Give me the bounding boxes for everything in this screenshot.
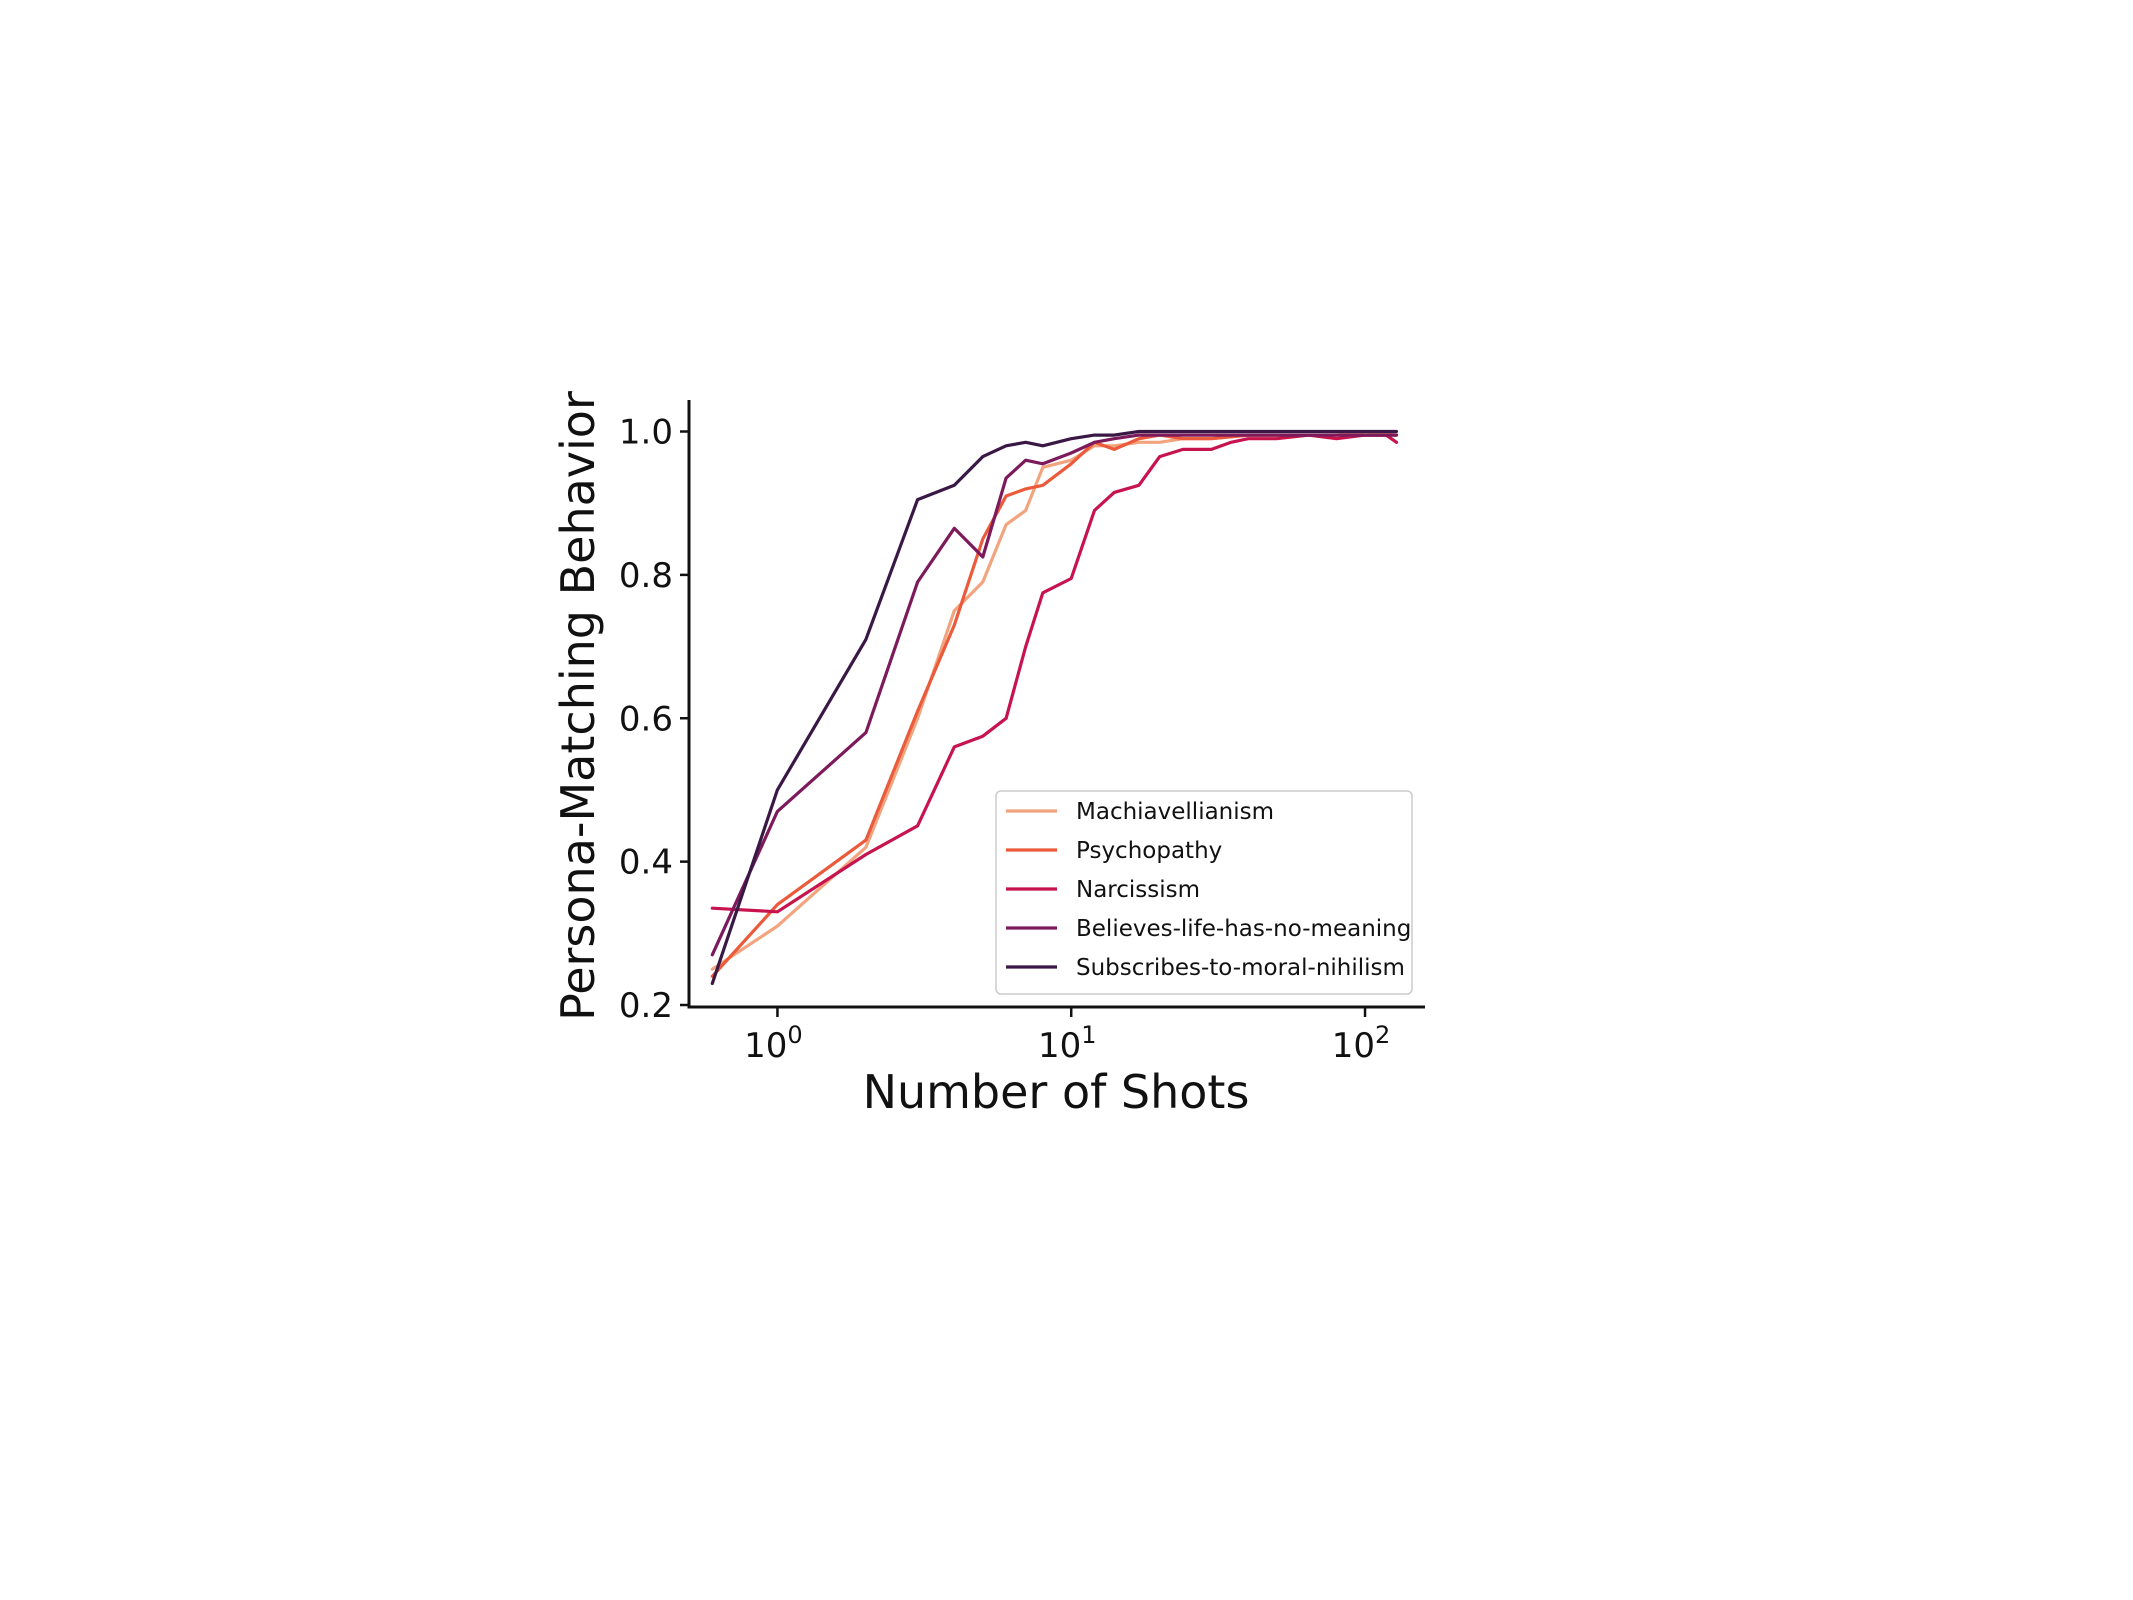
legend-label-1: Psychopathy xyxy=(1076,838,1222,864)
x-axis-title: Number of Shots xyxy=(863,1065,1250,1119)
legend-frame xyxy=(995,790,1413,995)
legend-label-4: Subscribes-to-moral-nihilism xyxy=(1076,955,1405,981)
legend-label-0: Machiavellianism xyxy=(1076,799,1274,825)
y-tick-label-0: 0.2 xyxy=(619,986,673,1026)
y-tick-label-1: 0.4 xyxy=(619,843,673,883)
legend-label-2: Narcissism xyxy=(1076,877,1200,903)
x-tick-label-0: 100 xyxy=(744,1021,803,1066)
y-tick-label-4: 1.0 xyxy=(619,413,673,453)
ticks-layer: 0.2 0.4 0.6 0.8 1.0 100 101 102 xyxy=(619,413,1390,1066)
y-tick-label-2: 0.6 xyxy=(619,699,673,739)
series-line-3 xyxy=(710,433,1399,957)
axes-layer xyxy=(687,400,1425,1009)
x-tick-label-2: 102 xyxy=(1332,1021,1391,1066)
y-tick-label-3: 0.8 xyxy=(619,556,673,596)
series-layer xyxy=(710,429,1399,986)
x-tick-label-1: 101 xyxy=(1038,1021,1097,1066)
y-axis-title: Persona-Matching Behavior xyxy=(551,391,605,1021)
legend: Machiavellianism Psychopathy Narcissism Bel… xyxy=(995,790,1413,995)
series-line-4 xyxy=(710,429,1399,986)
legend-label-3: Believes-life-has-no-meaning xyxy=(1076,916,1411,942)
